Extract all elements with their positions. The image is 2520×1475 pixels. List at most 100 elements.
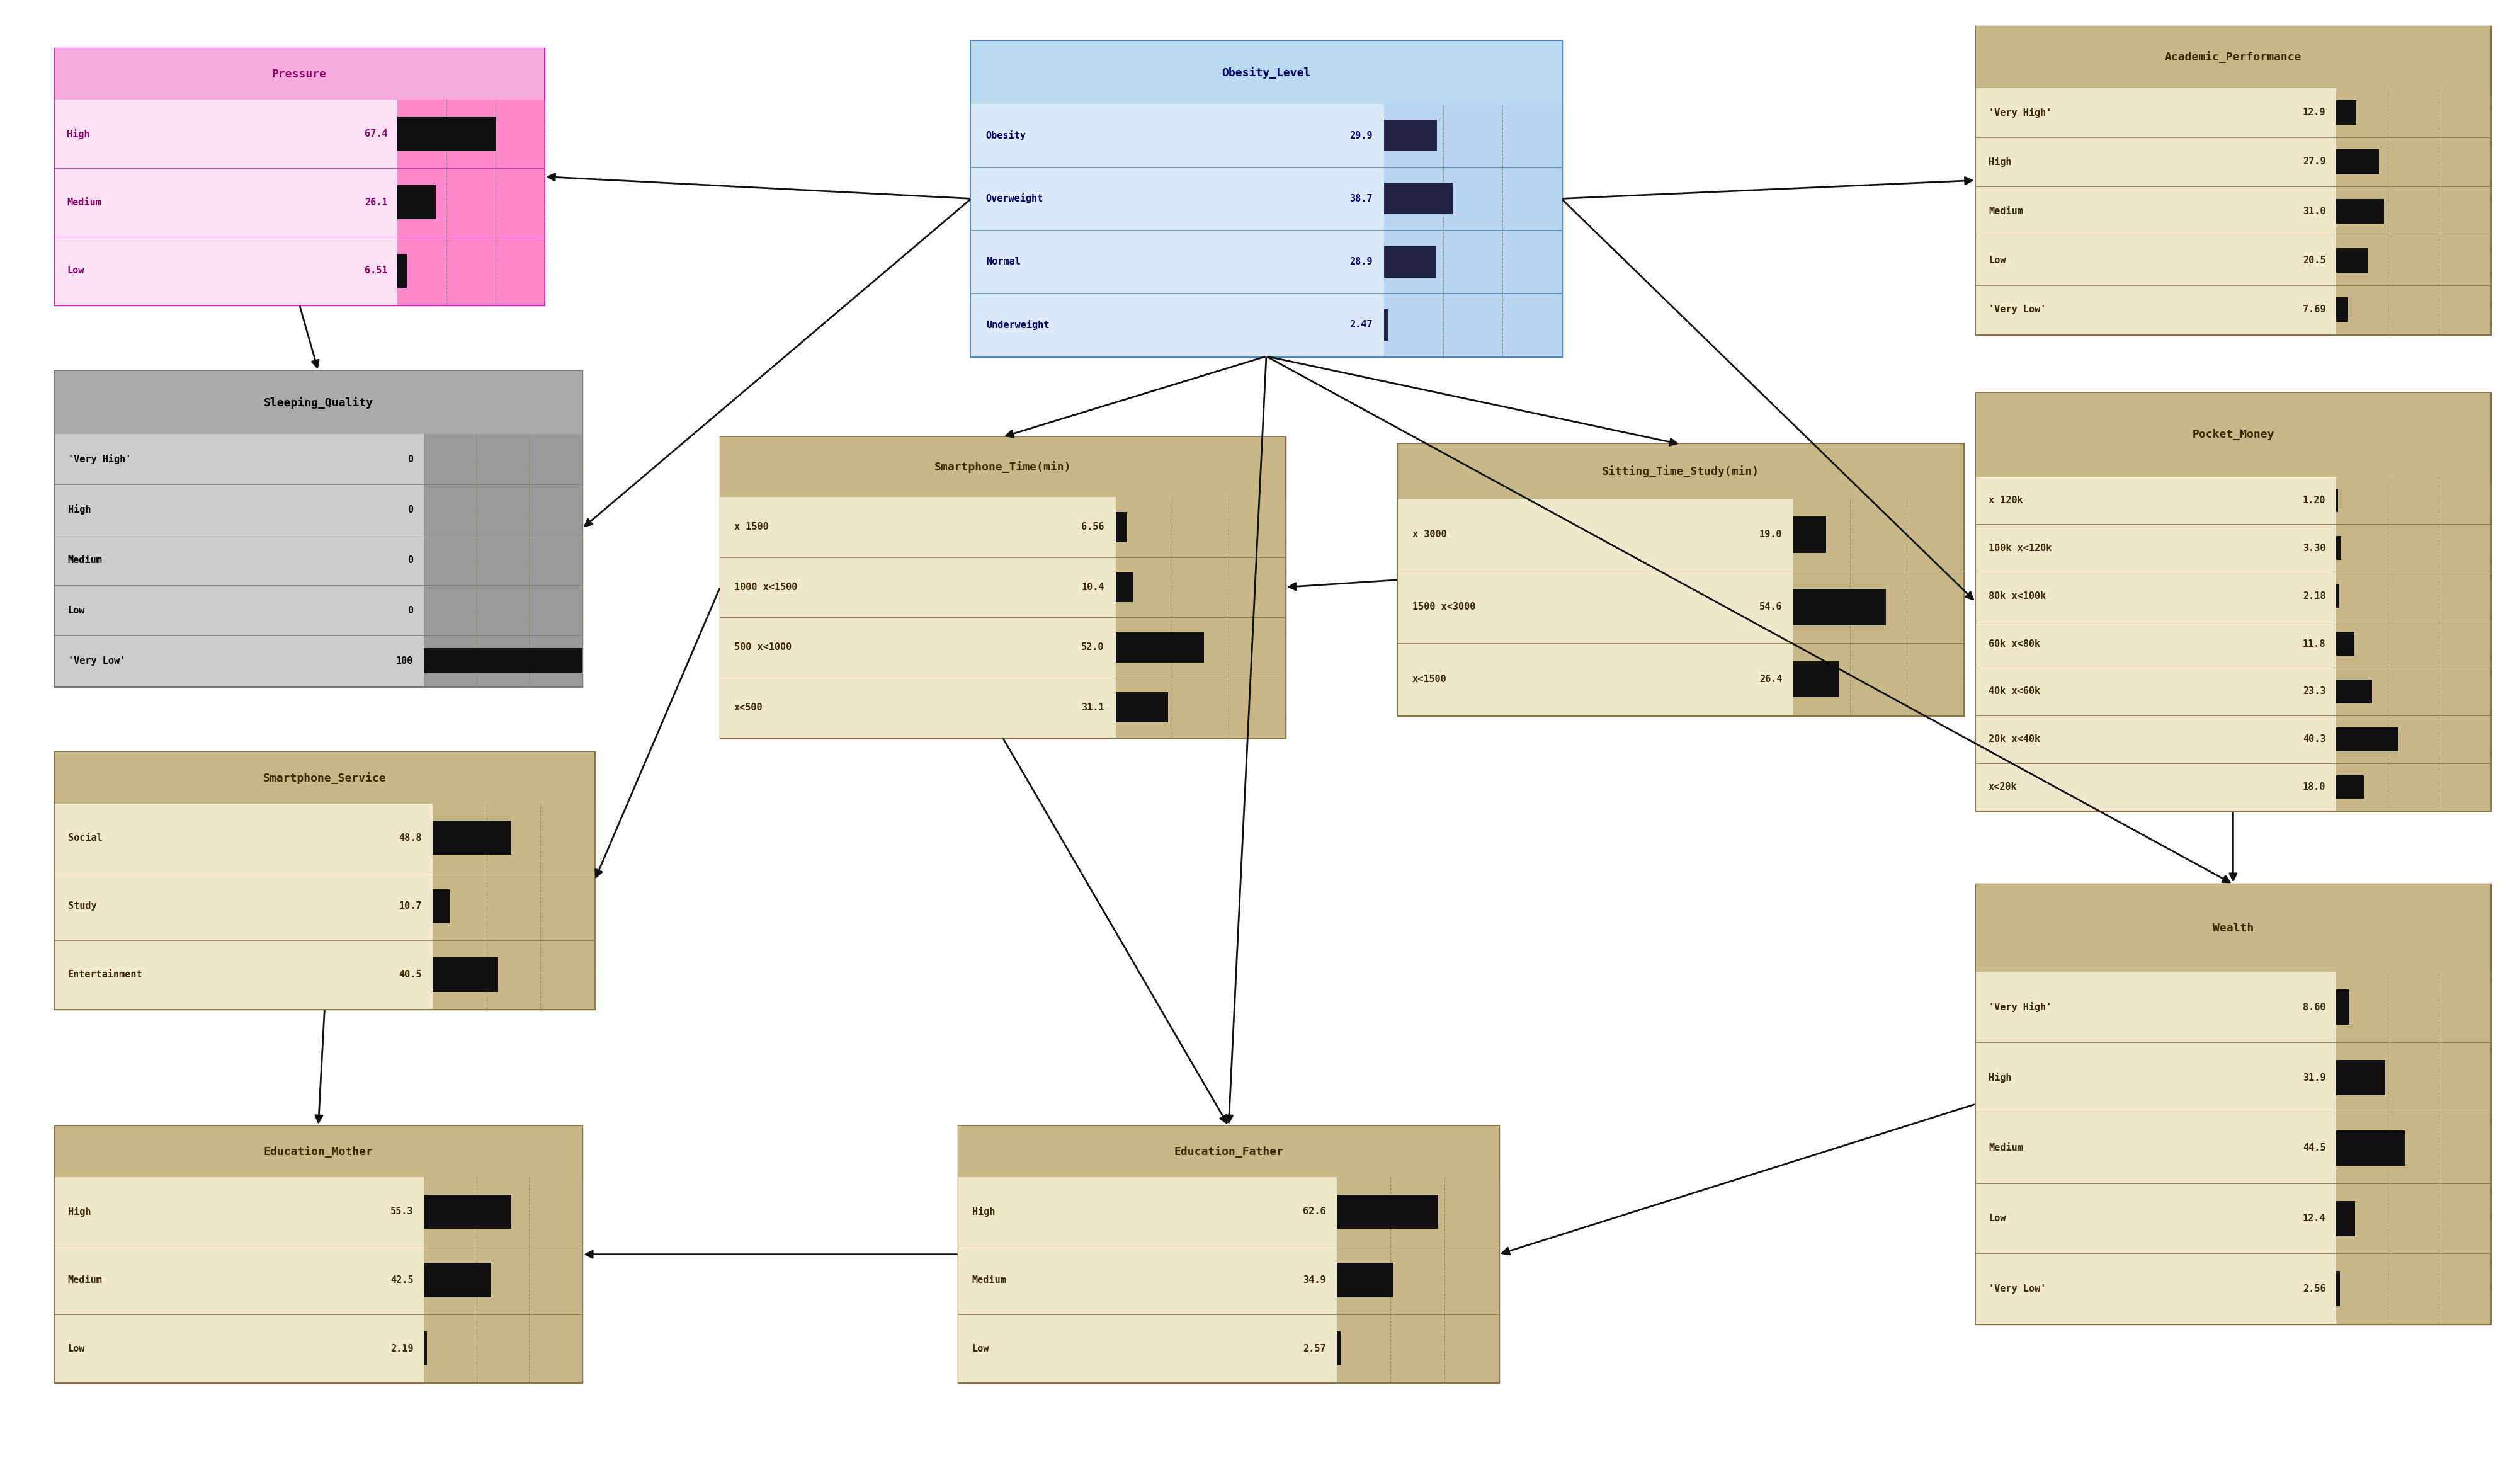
Bar — [721, 437, 1285, 497]
Text: x<1500: x<1500 — [1411, 674, 1446, 684]
Bar — [1116, 692, 1169, 723]
Text: Underweight: Underweight — [985, 320, 1048, 330]
Text: Normal: Normal — [985, 257, 1021, 267]
Bar — [1399, 444, 1963, 715]
Text: 6.51: 6.51 — [365, 266, 388, 276]
Text: Low: Low — [1988, 255, 2006, 266]
Text: Obesity_Level: Obesity_Level — [1222, 66, 1310, 78]
Bar — [2336, 680, 2371, 704]
Bar — [1116, 633, 1205, 662]
Text: 12.4: 12.4 — [2303, 1214, 2326, 1223]
Text: 48.8: 48.8 — [398, 833, 421, 842]
Bar — [2336, 476, 2490, 811]
Bar — [2336, 972, 2490, 1325]
Text: 18.0: 18.0 — [2303, 782, 2326, 792]
Bar — [398, 254, 406, 288]
Text: 8.60: 8.60 — [2303, 1003, 2326, 1012]
Text: High: High — [973, 1207, 995, 1217]
Bar — [970, 41, 1562, 105]
Text: 'Very Low': 'Very Low' — [1988, 305, 2046, 314]
Bar — [1116, 572, 1134, 602]
Bar — [433, 804, 595, 1009]
Bar — [1116, 497, 1285, 738]
Text: 0: 0 — [408, 504, 413, 515]
Text: Study: Study — [68, 901, 96, 912]
Text: 20.5: 20.5 — [2303, 255, 2326, 266]
Bar — [2336, 1061, 2386, 1096]
Text: 'Very Low': 'Very Low' — [68, 656, 126, 665]
Text: 2.19: 2.19 — [391, 1344, 413, 1353]
Bar — [55, 1125, 582, 1177]
Text: Low: Low — [68, 1344, 86, 1353]
Bar — [423, 1195, 512, 1229]
Bar — [970, 105, 1383, 357]
Bar — [1383, 119, 1436, 152]
Text: 80k x<100k: 80k x<100k — [1988, 591, 2046, 600]
Text: 62.6: 62.6 — [1303, 1207, 1326, 1217]
Bar — [55, 370, 582, 434]
Text: x 120k: x 120k — [1988, 496, 2024, 504]
Bar — [2336, 248, 2369, 273]
Bar — [398, 117, 496, 150]
Text: Low: Low — [973, 1344, 990, 1353]
Bar — [1976, 884, 2490, 1325]
Text: 1.20: 1.20 — [2303, 496, 2326, 504]
Text: 0: 0 — [408, 606, 413, 615]
Text: 54.6: 54.6 — [1759, 602, 1782, 612]
Bar — [398, 186, 436, 220]
Bar — [55, 100, 398, 305]
Text: Obesity: Obesity — [985, 131, 1026, 140]
Bar — [958, 1125, 1499, 1382]
Text: 20k x<40k: 20k x<40k — [1988, 735, 2041, 743]
Text: 31.1: 31.1 — [1081, 702, 1104, 712]
Bar — [1794, 516, 1827, 553]
Text: High: High — [1988, 1072, 2011, 1083]
Bar — [2336, 537, 2341, 560]
Text: 1500 x<3000: 1500 x<3000 — [1411, 602, 1474, 612]
Bar — [433, 957, 499, 991]
Bar — [1794, 499, 1963, 715]
Bar — [721, 437, 1285, 738]
Text: 28.9: 28.9 — [1351, 257, 1373, 267]
Bar — [1399, 444, 1963, 499]
Text: 40.5: 40.5 — [398, 971, 421, 979]
Bar — [55, 752, 595, 804]
Bar — [1336, 1177, 1499, 1382]
Text: Sitting_Time_Study(min): Sitting_Time_Study(min) — [1603, 466, 1759, 478]
Bar — [1976, 88, 2336, 335]
Text: 26.4: 26.4 — [1759, 674, 1782, 684]
Text: 42.5: 42.5 — [391, 1276, 413, 1285]
Bar — [1399, 499, 1794, 715]
Bar — [423, 434, 582, 686]
Text: x<20k: x<20k — [1988, 782, 2019, 792]
Text: 60k x<80k: 60k x<80k — [1988, 639, 2041, 649]
Bar — [970, 41, 1562, 357]
Bar — [423, 1177, 582, 1382]
Bar — [423, 1263, 491, 1297]
Text: 2.57: 2.57 — [1303, 1344, 1326, 1353]
Text: 100k x<120k: 100k x<120k — [1988, 543, 2051, 553]
Bar — [2336, 1201, 2356, 1236]
Text: 31.9: 31.9 — [2303, 1072, 2326, 1083]
Text: 'Very High': 'Very High' — [1988, 1002, 2051, 1012]
Bar — [1976, 972, 2336, 1325]
Text: 55.3: 55.3 — [391, 1207, 413, 1217]
Text: 27.9: 27.9 — [2303, 158, 2326, 167]
Text: Low: Low — [68, 266, 83, 276]
Text: Wealth: Wealth — [2213, 922, 2253, 934]
Bar — [2336, 584, 2339, 608]
Bar — [958, 1177, 1336, 1382]
Bar — [1336, 1195, 1439, 1229]
Text: 2.56: 2.56 — [2303, 1285, 2326, 1294]
Bar — [1794, 589, 1885, 625]
Bar — [1976, 27, 2490, 88]
Text: 0: 0 — [408, 556, 413, 565]
Bar — [2336, 100, 2356, 125]
Text: 40.3: 40.3 — [2303, 735, 2326, 743]
Text: Education_Mother: Education_Mother — [265, 1146, 373, 1158]
Bar — [1976, 392, 2490, 811]
Text: 'Very High': 'Very High' — [68, 454, 131, 465]
Text: 44.5: 44.5 — [2303, 1143, 2326, 1153]
Text: Medium: Medium — [68, 198, 101, 207]
Bar — [2336, 727, 2399, 751]
